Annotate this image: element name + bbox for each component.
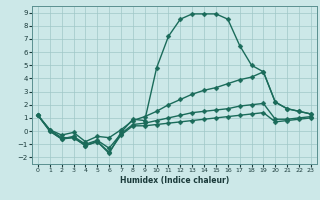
X-axis label: Humidex (Indice chaleur): Humidex (Indice chaleur) [120,176,229,185]
